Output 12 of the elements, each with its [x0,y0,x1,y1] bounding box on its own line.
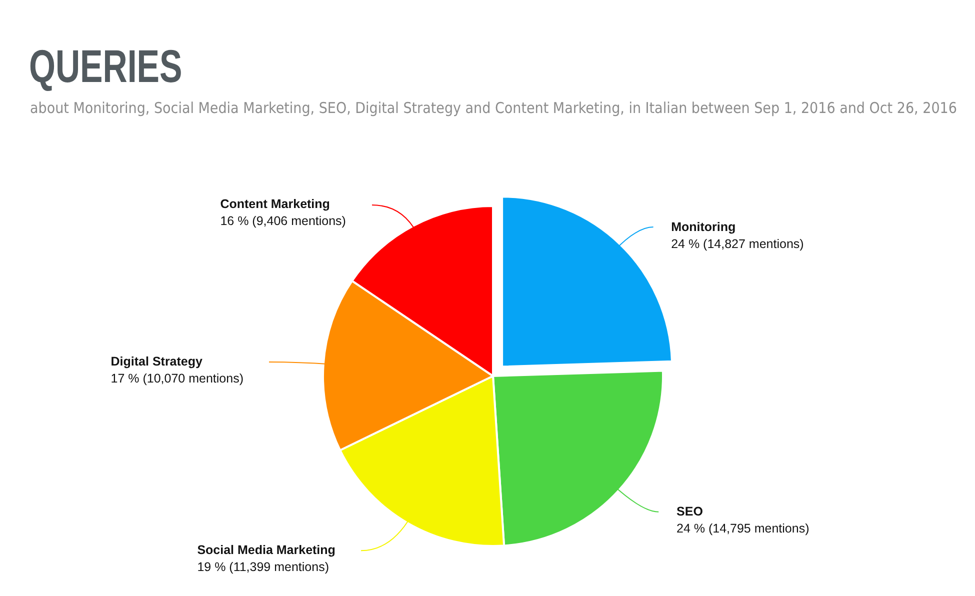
data-label: 24 % (14,795 mentions) [676,521,810,536]
data-label: 16 % (9,406 mentions) [220,214,346,228]
slice-label: Monitoring [671,220,736,234]
chart-title: QUERIES [29,40,182,92]
slice-label: Digital Strategy [110,354,203,369]
chart-subtitle: about Monitoring, Social Media Marketing, SEO, Digital Strategy and Content Marketing, in Italian between Sep 1, 2016 and Oct 26, 2016 [30,99,957,117]
slice-label: Content Marketing [220,197,330,212]
data-label: 19 % (11,399 mentions) [197,560,329,574]
slice-label: Social Media Marketing [197,543,336,558]
data-label: 24 % (14,827 mentions) [671,236,804,251]
data-label: 17 % (10,070 mentions) [110,372,244,386]
slice-label: SEO [676,504,704,518]
